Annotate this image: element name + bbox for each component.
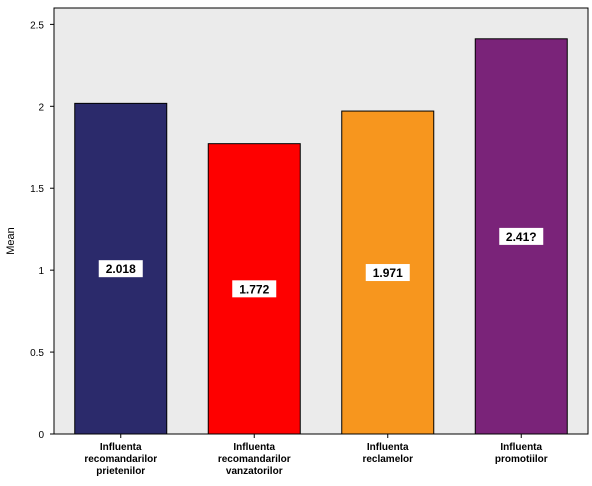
data-label: 2.018 bbox=[106, 262, 136, 276]
y-axis: 0 0.5 1 1.5 2 2.5 bbox=[30, 20, 54, 441]
data-label-box bbox=[98, 260, 143, 278]
y-tick-label: 0.5 bbox=[30, 348, 44, 359]
data-label-box bbox=[232, 280, 277, 298]
y-tick-label: 0 bbox=[38, 430, 44, 441]
data-label: 2.41? bbox=[506, 230, 537, 244]
x-tick-label: Influenta recomandarilor prietenilor bbox=[84, 442, 157, 477]
y-tick-label: 1.5 bbox=[30, 184, 44, 195]
y-tick-label: 1 bbox=[38, 266, 44, 277]
y-tick-label: 2.5 bbox=[30, 20, 44, 31]
data-label: 1.772 bbox=[239, 282, 269, 296]
x-tick-label: Influenta recomandarilor vanzatorilor bbox=[218, 442, 291, 477]
data-label: 1.971 bbox=[373, 266, 403, 280]
x-axis: Influenta recomandarilor prietenilor Influe… bbox=[84, 434, 548, 477]
data-label-box bbox=[365, 264, 410, 282]
data-labels-group: 2.018 1.772 1.971 2.41? bbox=[98, 227, 544, 298]
x-tick-label: Influenta reclamelor bbox=[362, 442, 413, 465]
y-tick-label: 2 bbox=[38, 102, 44, 113]
y-axis-title: Mean bbox=[5, 227, 17, 255]
x-tick-label: Influenta promotiilor bbox=[495, 442, 548, 465]
data-label-box bbox=[499, 227, 544, 245]
